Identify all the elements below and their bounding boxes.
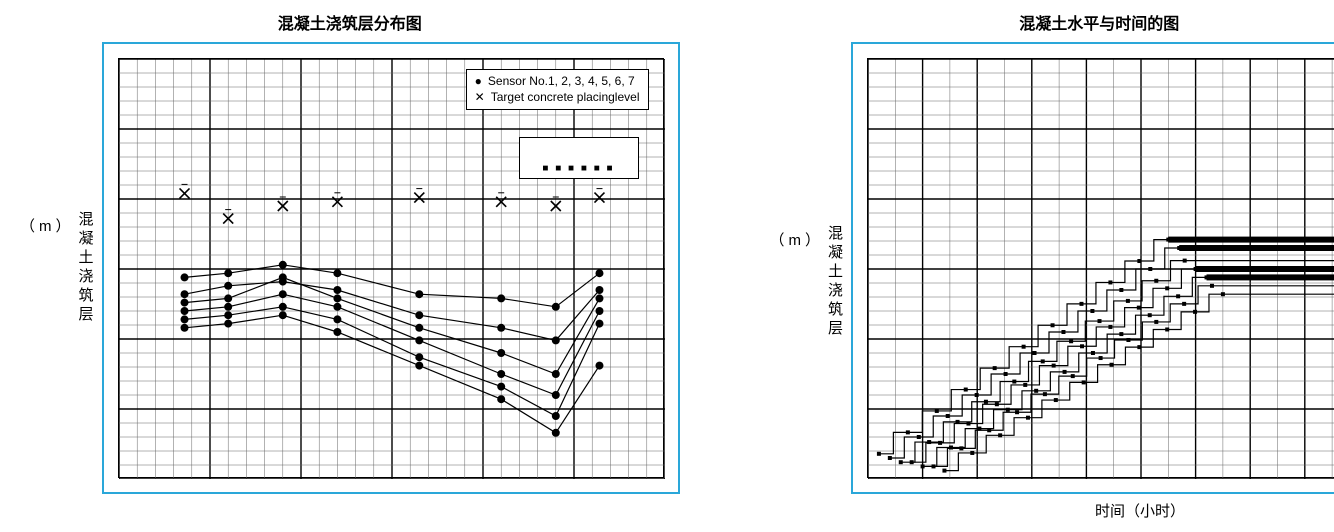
right-frame: [851, 42, 1334, 494]
left-chart: ●Sensor No.1, 2, 3, 4, 5, 6, 7✕Target co…: [118, 58, 664, 478]
legend-item: ✕Target concrete placinglevel: [475, 90, 640, 106]
right-y-unit: （m）: [770, 229, 825, 250]
legend-item: ●Sensor No.1, 2, 3, 4, 5, 6, 7: [475, 74, 640, 90]
left-y-unit: （m）: [20, 215, 75, 236]
left-title: 混凝土浇筑层分布图: [278, 10, 422, 34]
left-y-text: 混凝土浇筑层: [77, 211, 94, 325]
left-frame: ●Sensor No.1, 2, 3, 4, 5, 6, 7✕Target co…: [102, 42, 680, 494]
right-title: 混凝土水平与时间的图: [1019, 10, 1179, 34]
left-legend: ●Sensor No.1, 2, 3, 4, 5, 6, 7✕Target co…: [466, 69, 649, 110]
left-y-label: 混凝土浇筑层 （m）: [20, 211, 96, 325]
left-inset: ■ ■ ■ ■ ■ ■: [519, 137, 639, 179]
left-body: 混凝土浇筑层 （m） ●Sensor No.1, 2, 3, 4, 5, 6, …: [20, 42, 680, 494]
right-x-label: 时间（小时）: [851, 500, 1334, 521]
right-panel: 混凝土水平与时间的图 混凝土浇筑层 （m） 时间（小时）: [770, 10, 1334, 522]
right-y-text: 混凝土浇筑层: [826, 225, 843, 339]
right-chart: [867, 58, 1334, 478]
right-y-label: 混凝土浇筑层 （m）: [770, 225, 846, 339]
left-panel: 混凝土浇筑层分布图 混凝土浇筑层 （m） ●Sensor No.1, 2, 3,…: [20, 10, 680, 522]
right-body: 混凝土浇筑层 （m） 时间（小时）: [770, 42, 1334, 521]
